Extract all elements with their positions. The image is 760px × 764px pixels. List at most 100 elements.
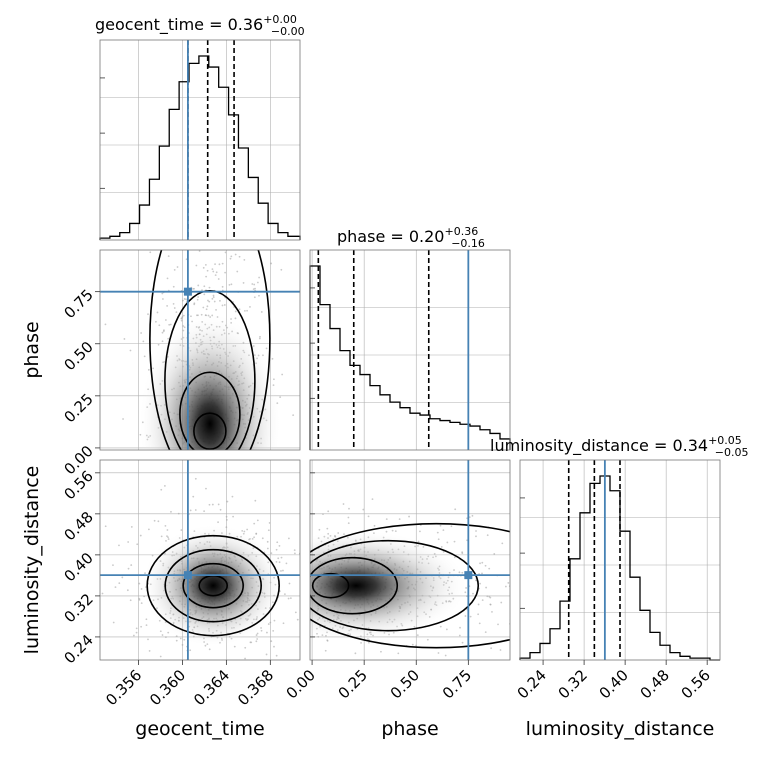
scatter-point-20 [294,611,297,614]
xtick-label-luminosity_distance-1: 0.32 [555,666,591,702]
histogram-geocent_time [99,55,301,240]
scatter-point-21 [488,567,491,570]
scatter-point-10 [196,298,199,301]
scatter-point-21 [477,603,480,606]
scatter-point-20 [152,661,154,663]
contour-level-20-2 [164,548,262,623]
scatter-point-10 [292,414,295,417]
scatter-point-20 [136,543,139,546]
scatter-point-21 [458,634,461,637]
scatter-point-21 [326,527,329,530]
scatter-point-20 [250,641,253,644]
scatter-point-21 [371,498,374,501]
scatter-point-20 [287,537,290,540]
scatter-point-20 [303,588,305,590]
xlabel-phase: phase [381,718,438,740]
scatter-point-10 [198,250,201,252]
scatter-point-21 [318,528,321,531]
title-luminosity-distance: luminosity_distance = 0.34+0.05 −0.05 [490,434,749,459]
ytick-label-luminosity_distance-2: 0.40 [60,549,96,585]
xtick-label-luminosity_distance-3: 0.48 [637,666,673,702]
scatter-point-20 [160,535,163,538]
scatter-point-10 [193,287,195,290]
scatter-point-10 [224,251,227,254]
contour-level-10-1 [179,371,241,450]
scatter-point-21 [481,572,483,575]
scatter-point-20 [135,631,138,634]
contour-level-20-1 [182,562,244,609]
scatter-point-20 [273,645,275,648]
panel-frame-20 [99,459,301,661]
xtick-label-phase-3: 0.75 [439,666,475,702]
scatter-point-21 [465,595,468,598]
scatter-point-10 [256,281,259,284]
scatter-point-21 [385,518,388,521]
scatter-point-20 [130,526,133,528]
scatter-point-20 [189,509,192,512]
scatter-point-21 [373,524,376,527]
scatter-point-10 [253,296,256,299]
scatter-point-20 [270,640,273,643]
scatter-point-10 [281,373,284,376]
scatter-point-10 [207,299,209,302]
scatter-point-20 [211,503,214,506]
scatter-point-21 [411,643,414,646]
scatter-point-20 [140,602,143,604]
scatter-point-20 [255,533,258,535]
scatter-point-10 [215,309,217,311]
scatter-point-21 [468,516,471,519]
scatter-point-10 [104,323,107,326]
scatter-point-21 [354,652,357,655]
scatter-point-20 [237,664,239,666]
scatter-point-20 [127,541,130,543]
scatter-point-21 [362,508,365,511]
scatter-point-20 [246,528,249,531]
scatter-point-20 [164,525,167,527]
scatter-point-21 [362,664,364,666]
contour-level-21-2 [310,539,480,632]
xtick-label-phase-2: 0.50 [387,666,423,702]
scatter-point-21 [452,665,454,667]
scatter-point-20 [118,544,120,547]
scatter-point-21 [368,641,370,644]
scatter-point-20 [288,582,291,585]
scatter-point-20 [301,573,303,575]
scatter-point-20 [273,619,276,622]
scatter-point-10 [223,304,226,306]
scatter-point-20 [159,630,162,633]
scatter-point-10 [258,337,261,340]
scatter-point-20 [266,631,268,634]
density-group-10 [139,313,280,450]
scatter-point-10 [161,331,164,334]
scatter-point-20 [147,528,150,531]
ytick-label-phase-2: 0.50 [60,338,96,374]
scatter-point-20 [189,649,192,652]
scatter-point-21 [360,641,362,644]
scatter-point-10 [228,241,230,243]
contour-group-10 [149,250,271,450]
contour-level-21-1 [310,556,399,615]
scatter-point-21 [408,515,410,518]
scatter-point-20 [296,618,299,621]
scatter-point-21 [398,518,401,521]
scatter-point-21 [459,626,461,629]
scatter-point-20 [167,536,169,539]
histogram-luminosity_distance [519,475,720,661]
scatter-point-21 [469,615,472,618]
scatter-point-21 [322,513,324,516]
scatter-point-10 [211,297,214,300]
scatter-point-10 [279,396,282,399]
scatter-point-10 [163,329,165,331]
scatter-point-20 [267,623,270,625]
scatter-point-20 [126,589,129,592]
scatter-point-10 [187,243,189,245]
scatter-point-10 [149,251,152,254]
scatter-point-21 [515,566,517,568]
scatter-point-10 [304,360,306,362]
scatter-point-20 [208,503,211,506]
panel-frame-21 [309,459,511,661]
scatter-point-20 [159,655,162,658]
scatter-point-20 [203,510,206,513]
scatter-point-20 [219,508,222,511]
scatter-point-20 [140,588,143,590]
